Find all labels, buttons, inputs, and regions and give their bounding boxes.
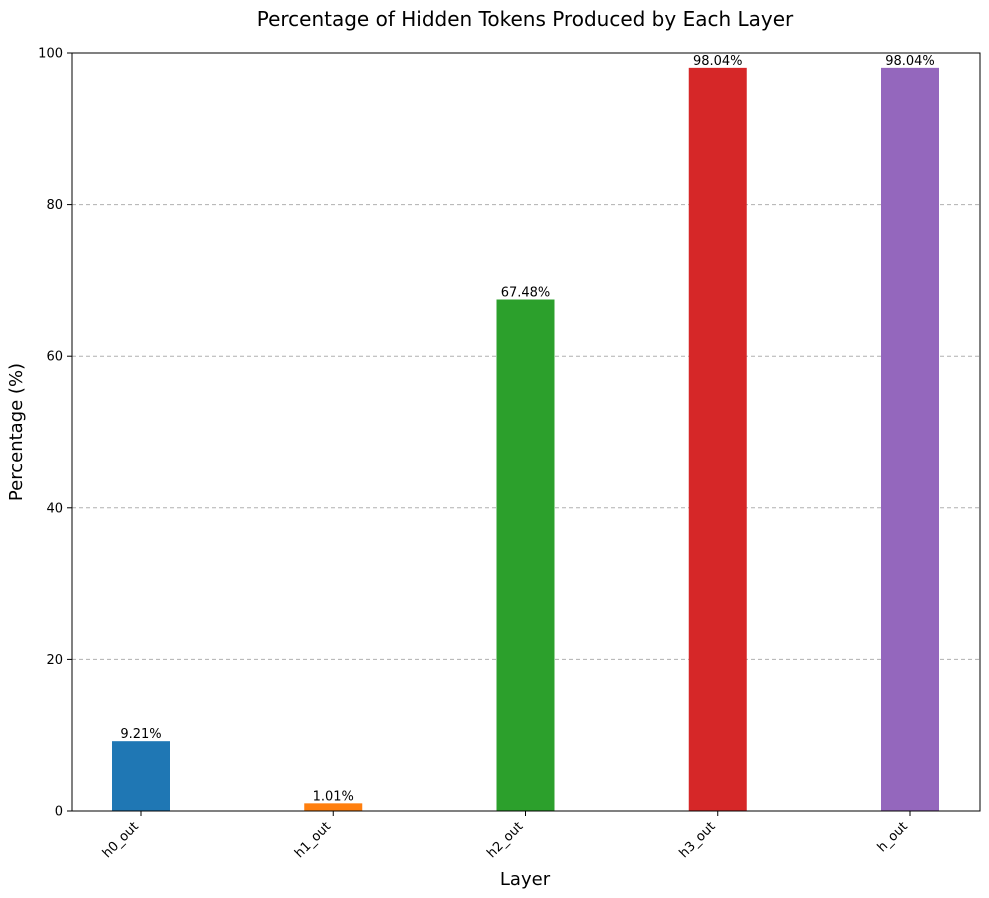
data-labels: 9.21% 1.01% 67.48% 98.04% 98.04% xyxy=(120,54,934,804)
y-tick-label: 0 xyxy=(55,805,63,820)
y-tick-label: 100 xyxy=(38,47,63,62)
y-tick-label: 20 xyxy=(46,653,63,668)
data-label-h1_out: 1.01% xyxy=(313,789,354,804)
x-tick-label-h0_out: h0_out xyxy=(100,819,142,861)
x-axis-ticks: h0_out h1_out h2_out h3_out h_out xyxy=(100,811,911,861)
data-label-h2_out: 67.48% xyxy=(501,286,551,301)
x-tick-label-h1_out: h1_out xyxy=(292,819,334,861)
x-tick-label-h3_out: h3_out xyxy=(677,819,719,861)
x-tick-label-h2_out: h2_out xyxy=(484,819,526,861)
x-axis-label: Layer xyxy=(500,869,551,890)
y-tick-label: 40 xyxy=(46,501,63,516)
data-label-h3_out: 98.04% xyxy=(693,54,743,69)
data-label-h_out: 98.04% xyxy=(885,54,935,69)
bar-h2_out xyxy=(496,299,555,811)
chart-title: Percentage of Hidden Tokens Produced by … xyxy=(257,7,794,31)
grid-lines xyxy=(72,204,980,660)
y-axis-label: Percentage (%) xyxy=(6,363,27,501)
y-tick-label: 60 xyxy=(46,350,63,365)
data-label-h0_out: 9.21% xyxy=(120,727,161,742)
bar-h1_out xyxy=(304,803,363,811)
bar-h0_out xyxy=(112,741,170,811)
bar-h3_out xyxy=(688,67,747,811)
bar-h_out xyxy=(881,67,939,811)
y-axis-ticks: 0 20 40 60 80 100 xyxy=(38,47,72,820)
y-tick-label: 80 xyxy=(46,198,63,213)
x-tick-label-h_out: h_out xyxy=(875,819,911,855)
bars xyxy=(112,67,939,811)
